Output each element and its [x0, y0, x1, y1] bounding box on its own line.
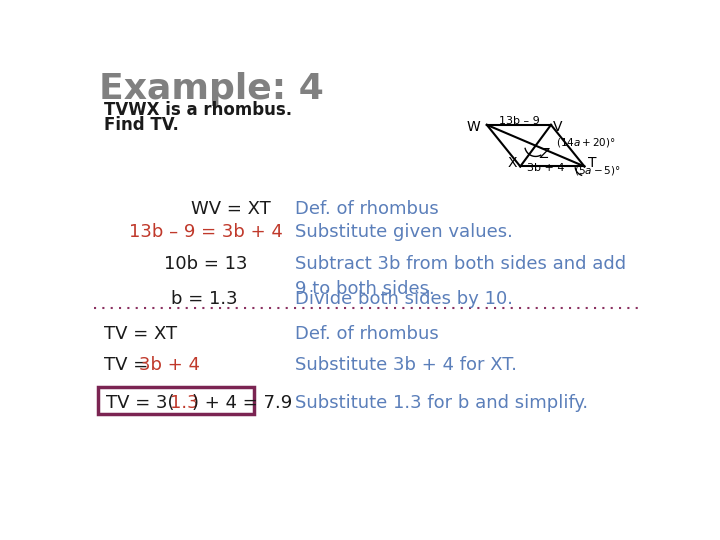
Text: 3b + 4: 3b + 4	[139, 356, 200, 374]
Text: Substitute given values.: Substitute given values.	[295, 222, 513, 241]
Text: b = 1.3: b = 1.3	[171, 289, 238, 308]
Text: Def. of rhombus: Def. of rhombus	[295, 200, 439, 218]
Text: $(14a + 20)°$: $(14a + 20)°$	[556, 136, 616, 148]
Text: Substitute 3b + 4 for XT.: Substitute 3b + 4 for XT.	[295, 356, 518, 374]
Text: Z: Z	[539, 147, 549, 161]
Text: T: T	[588, 156, 596, 170]
Text: Find TV.: Find TV.	[104, 116, 179, 133]
Text: 3b + 4: 3b + 4	[528, 163, 565, 173]
Text: 13b – 9: 13b – 9	[498, 116, 539, 126]
Text: Substitute 1.3 for b and simplify.: Substitute 1.3 for b and simplify.	[295, 394, 588, 413]
Text: Example: 4: Example: 4	[99, 72, 324, 106]
Text: TV = XT: TV = XT	[104, 325, 177, 343]
Text: WV = XT: WV = XT	[191, 200, 271, 218]
Text: Divide both sides by 10.: Divide both sides by 10.	[295, 289, 513, 308]
Text: X: X	[508, 156, 517, 170]
Text: Def. of rhombus: Def. of rhombus	[295, 325, 439, 343]
Text: 10b = 13: 10b = 13	[163, 255, 247, 273]
Text: TV =: TV =	[104, 356, 154, 374]
Text: 1.3: 1.3	[170, 394, 199, 413]
Text: W: W	[467, 120, 481, 134]
Text: $(5a - 5)°$: $(5a - 5)°$	[574, 164, 620, 177]
Text: 13b – 9 = 3b + 4: 13b – 9 = 3b + 4	[129, 222, 283, 241]
Text: TVWX is a rhombus.: TVWX is a rhombus.	[104, 101, 292, 119]
Text: TV = 3(: TV = 3(	[106, 394, 174, 413]
Text: Subtract 3b from both sides and add
9 to both sides.: Subtract 3b from both sides and add 9 to…	[295, 255, 626, 298]
FancyBboxPatch shape	[98, 387, 254, 414]
Text: ) + 4 = 7.9: ) + 4 = 7.9	[192, 394, 292, 413]
Text: V: V	[552, 120, 562, 134]
